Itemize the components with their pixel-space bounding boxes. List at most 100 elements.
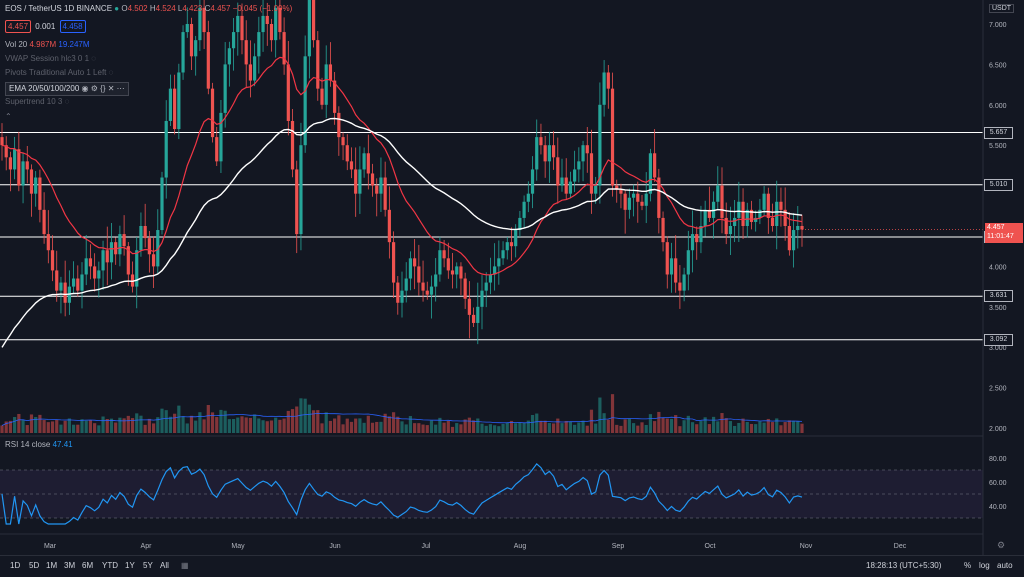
ohlc-close: 4.457 xyxy=(210,4,231,13)
candle-body xyxy=(396,282,400,303)
symbol-name[interactable]: EOS / TetherUS xyxy=(5,4,62,13)
candle-body xyxy=(370,173,375,186)
supertrend-legend[interactable]: Supertrend 10 3 ◌ xyxy=(5,97,69,106)
volume-bar xyxy=(316,410,320,433)
candle-body xyxy=(76,278,80,291)
candle-body xyxy=(707,209,711,218)
go-to-date-icon[interactable]: ▦ xyxy=(181,561,189,570)
candle-body xyxy=(429,286,434,295)
volume-bar xyxy=(505,422,509,433)
candle-body xyxy=(438,250,442,275)
volume-bar xyxy=(177,405,181,433)
rsi-legend[interactable]: RSI 14 close 47.41 xyxy=(5,440,73,449)
volume-bar xyxy=(429,420,434,433)
volume-name: Vol 20 xyxy=(5,40,28,49)
collapse-legend-icon[interactable]: ⌃ xyxy=(5,112,12,121)
range-all[interactable]: All xyxy=(160,561,169,570)
volume-bar xyxy=(728,421,733,433)
range-5d[interactable]: 5D xyxy=(29,561,40,570)
price-axis: 7.0006.5006.0005.5005.0004.5004.0003.500… xyxy=(989,22,1007,511)
rsi-line xyxy=(1,463,803,525)
candle-body xyxy=(101,250,105,271)
pivots-legend[interactable]: Pivots Traditional Auto 1 Left ◌ xyxy=(5,68,113,77)
volume-bar xyxy=(130,418,135,433)
eye-hidden-icon[interactable]: ◌ xyxy=(64,97,70,106)
eye-hidden-icon[interactable]: ◌ xyxy=(108,68,114,77)
ema-pill[interactable]: EMA 20/50/100/200 ◉ ⚙ {} ✕ ⋯ xyxy=(5,82,129,96)
candle-body xyxy=(678,282,682,291)
candle-body xyxy=(307,0,311,57)
volume-bar xyxy=(362,422,366,433)
buy-button[interactable]: 4.458 xyxy=(59,20,86,33)
candle-body xyxy=(227,48,231,65)
candle-body xyxy=(686,250,690,275)
candle-body xyxy=(13,149,17,170)
vwap-legend[interactable]: VWAP Session hlc3 0 1 ◌ xyxy=(5,54,96,63)
candle-body xyxy=(88,258,93,267)
candle-body xyxy=(623,193,627,210)
time-tick-label: Nov xyxy=(800,543,813,550)
volume-bar xyxy=(375,421,379,433)
volume-bar xyxy=(556,418,560,433)
candle-body xyxy=(50,250,55,271)
range-5y[interactable]: 5Y xyxy=(143,561,153,570)
range-ytd[interactable]: YTD xyxy=(102,561,118,570)
ohlc-low: 4.423 xyxy=(182,4,203,13)
volume-bar xyxy=(425,425,429,433)
percent-toggle[interactable]: % xyxy=(964,561,972,570)
volume-bar xyxy=(758,421,762,433)
level-price-label: 3.631 xyxy=(984,290,1013,303)
volume-bar xyxy=(29,414,34,433)
more-icon[interactable]: ⋯ xyxy=(116,84,125,93)
volume-bar xyxy=(497,426,501,433)
remove-icon[interactable]: ✕ xyxy=(107,84,115,93)
price-tick-label: 5.500 xyxy=(989,143,1007,150)
candle-body xyxy=(316,40,320,89)
candle-body xyxy=(602,72,606,105)
log-toggle[interactable]: log xyxy=(979,561,990,570)
volume-bar xyxy=(653,421,657,433)
candle-body xyxy=(493,266,497,275)
range-3m[interactable]: 3M xyxy=(64,561,76,570)
candle-body xyxy=(93,266,97,279)
range-6m[interactable]: 6M xyxy=(82,561,94,570)
candle-body xyxy=(168,88,173,121)
volume-bar xyxy=(602,413,606,433)
candle-body xyxy=(775,201,779,226)
ema-legend[interactable]: EMA 20/50/100/200 ◉ ⚙ {} ✕ ⋯ xyxy=(5,82,129,96)
volume-legend[interactable]: Vol 20 4.987M 19.247M xyxy=(5,40,90,49)
sell-button[interactable]: 4.457 xyxy=(5,20,32,33)
volume-ma-line xyxy=(1,412,803,426)
eye-icon[interactable]: ◉ xyxy=(81,84,89,93)
candle-body xyxy=(185,24,189,33)
volume-bar xyxy=(450,426,455,433)
range-1d[interactable]: 1D xyxy=(10,561,21,570)
candle-body xyxy=(434,274,438,287)
range-1y[interactable]: 1Y xyxy=(125,561,135,570)
volume-bar xyxy=(76,424,80,433)
auto-toggle[interactable]: auto xyxy=(997,561,1013,570)
rsi-value: 47.41 xyxy=(52,440,73,449)
volume-bar xyxy=(783,422,787,433)
source-code-icon[interactable]: {} xyxy=(100,84,106,93)
candle-body xyxy=(4,145,8,158)
currency-label[interactable]: USDT xyxy=(989,4,1015,13)
candle-body xyxy=(71,278,76,287)
candle-body xyxy=(518,217,522,231)
exchange-label: BINANCE xyxy=(76,4,113,13)
settings-icon[interactable]: ⚙ xyxy=(90,84,98,93)
scroll-to-realtime-icon[interactable]: ⚙ xyxy=(997,540,1006,550)
candle-body xyxy=(25,161,29,170)
range-1m[interactable]: 1M xyxy=(46,561,58,570)
symbol-legend[interactable]: EOS / TetherUS 1D BINANCE ● O4.502 H4.52… xyxy=(5,4,292,13)
candle-body xyxy=(80,274,84,291)
eye-hidden-icon[interactable]: ◌ xyxy=(91,54,97,63)
candle-body xyxy=(173,88,177,130)
candle-body xyxy=(135,250,139,287)
ema-20-line xyxy=(1,56,803,276)
volume-bar xyxy=(265,421,269,433)
time-tick-label: Oct xyxy=(705,543,716,550)
clock[interactable]: 18:28:13 (UTC+5:30) xyxy=(866,561,942,570)
candle-body xyxy=(568,181,573,194)
